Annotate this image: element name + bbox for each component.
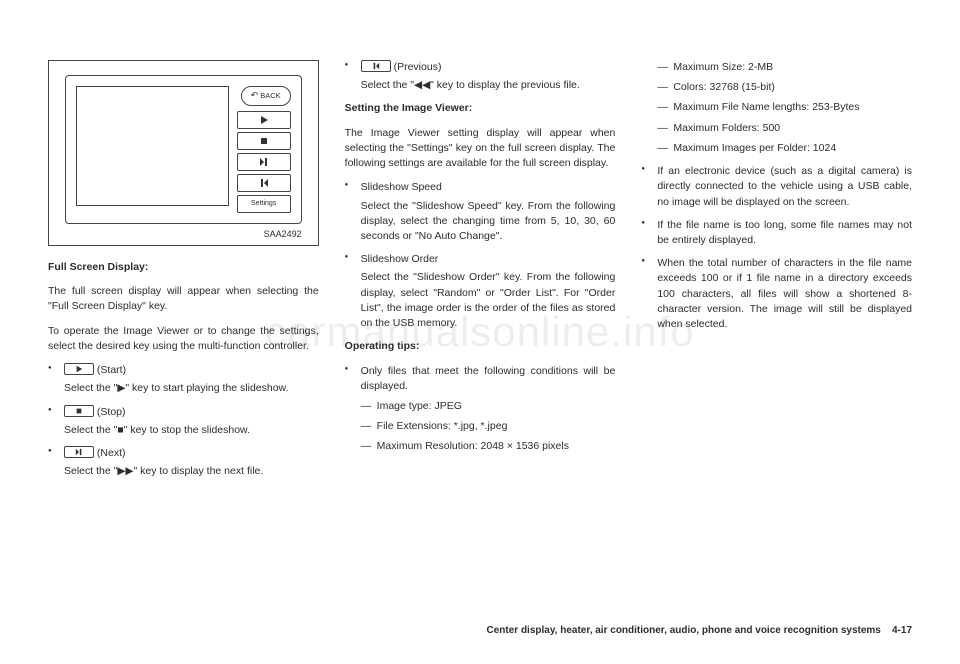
device-controls: ↶ BACK Settings	[237, 86, 291, 213]
para-2: To operate the Image Viewer or to change…	[48, 324, 319, 354]
speed-label: Slideshow Speed	[361, 181, 442, 193]
column-1: ↶ BACK Settings	[48, 60, 319, 487]
figure-code: SAA2492	[65, 228, 302, 241]
list-item-order: Slideshow Order Select the "Slideshow Or…	[345, 252, 616, 331]
tip-4: When the total number of characters in t…	[641, 256, 912, 332]
stop-key-icon	[64, 405, 94, 417]
column-3: Maximum Size: 2-MB Colors: 32768 (15-bit…	[641, 60, 912, 487]
order-text: Select the "Slideshow Order" key. From t…	[361, 270, 616, 331]
device-screen	[76, 86, 229, 206]
para-1: The full screen display will appear when…	[48, 284, 319, 314]
next-key-icon	[64, 446, 94, 458]
next-icon	[259, 157, 269, 167]
tip-3: If the file name is too long, some file …	[641, 218, 912, 248]
cond-7: Maximum Folders: 500	[657, 121, 912, 136]
prev-button	[237, 174, 291, 192]
column-2: (Previous) Select the "◀◀" key to displa…	[345, 60, 616, 487]
stop-text: Select the "■" key to stop the slideshow…	[64, 423, 319, 438]
play-button	[237, 111, 291, 129]
prev-text: Select the "◀◀" key to display the previ…	[361, 78, 616, 93]
speed-text: Select the "Slideshow Speed" key. From t…	[361, 199, 616, 245]
cond-2: File Extensions: *.jpg, *.jpeg	[361, 419, 616, 434]
control-list: (Start) Select the "▶" key to start play…	[48, 363, 319, 479]
prev-icon	[259, 178, 269, 188]
order-label: Slideshow Order	[361, 253, 439, 265]
list-item-speed: Slideshow Speed Select the "Slideshow Sp…	[345, 180, 616, 244]
setting-para: The Image Viewer setting display will ap…	[345, 126, 616, 172]
page-footer: Center display, heater, air conditioner,…	[487, 625, 913, 636]
next-label: (Next)	[97, 447, 126, 459]
heading-operating: Operating tips:	[345, 339, 616, 354]
stop-label: (Stop)	[97, 406, 126, 418]
list-item-start: (Start) Select the "▶" key to start play…	[48, 363, 319, 396]
list-item-stop: (Stop) Select the "■" key to stop the sl…	[48, 405, 319, 438]
back-button: ↶ BACK	[241, 86, 291, 106]
tips-list-cont: If an electronic device (such as a digit…	[641, 164, 912, 332]
start-key-icon	[64, 363, 94, 375]
stop-icon	[259, 136, 269, 146]
back-arrow-icon: ↶	[251, 89, 259, 102]
list-item-next: (Next) Select the "▶▶" key to display th…	[48, 446, 319, 479]
tip-2: If an electronic device (such as a digit…	[641, 164, 912, 210]
heading-setting: Setting the Image Viewer:	[345, 101, 616, 116]
cond-3: Maximum Resolution: 2048 × 1536 pixels	[361, 439, 616, 454]
stop-button	[237, 132, 291, 150]
footer-section: Center display, heater, air conditioner,…	[487, 625, 881, 636]
tips-list: Only files that meet the following condi…	[345, 364, 616, 455]
back-label: BACK	[260, 91, 280, 102]
settings-list: Slideshow Speed Select the "Slideshow Sp…	[345, 180, 616, 331]
next-button	[237, 153, 291, 171]
footer-page: 4-17	[892, 625, 912, 636]
cond-4: Maximum Size: 2-MB	[657, 60, 912, 75]
next-text: Select the "▶▶" key to display the next …	[64, 464, 319, 479]
cond-6: Maximum File Name lengths: 253-Bytes	[657, 100, 912, 115]
conditions-list-cont: Maximum Size: 2-MB Colors: 32768 (15-bit…	[641, 60, 912, 156]
tip1-text: Only files that meet the following condi…	[361, 365, 616, 392]
start-label: (Start)	[97, 364, 126, 376]
page-content: ↶ BACK Settings	[0, 0, 960, 515]
figure-frame: ↶ BACK Settings	[48, 60, 319, 246]
device-illustration: ↶ BACK Settings	[65, 75, 302, 224]
list-item-prev: (Previous) Select the "◀◀" key to displa…	[345, 60, 616, 93]
cond-5: Colors: 32768 (15-bit)	[657, 80, 912, 95]
prev-label: (Previous)	[394, 61, 442, 73]
control-list-cont: (Previous) Select the "◀◀" key to displa…	[345, 60, 616, 93]
tip-1: Only files that meet the following condi…	[345, 364, 616, 455]
play-icon	[259, 115, 269, 125]
prev-key-icon	[361, 60, 391, 72]
settings-button: Settings	[237, 195, 291, 213]
cond-8: Maximum Images per Folder: 1024	[657, 141, 912, 156]
cond-1: Image type: JPEG	[361, 399, 616, 414]
heading-full-screen: Full Screen Display:	[48, 260, 319, 275]
start-text: Select the "▶" key to start playing the …	[64, 381, 319, 396]
conditions-list: Image type: JPEG File Extensions: *.jpg,…	[361, 399, 616, 455]
